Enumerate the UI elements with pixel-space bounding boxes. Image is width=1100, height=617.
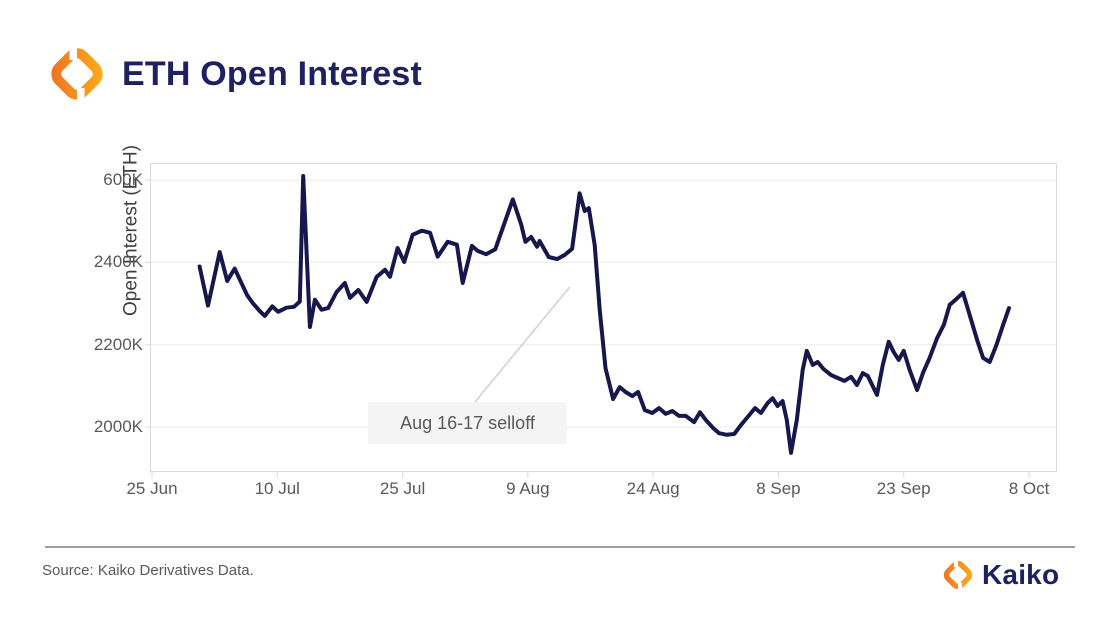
y-tick-label: 600K [103, 170, 143, 190]
y-tick-label: 2400K [93, 252, 143, 272]
x-tick-label: 8 Sep [756, 479, 801, 498]
header: ETH Open Interest [48, 42, 422, 106]
kaiko-logo-icon [943, 559, 973, 591]
x-tick-label: 8 Oct [1008, 479, 1050, 498]
x-tick-label: 24 Aug [626, 479, 680, 498]
x-tick-label: 25 Jun [126, 479, 178, 498]
annotation-selloff: Aug 16-17 selloff [368, 402, 567, 444]
x-tick-label: 23 Sep [876, 479, 931, 498]
x-tick-label: 9 Aug [506, 479, 550, 498]
page-title: ETH Open Interest [122, 54, 423, 93]
x-tick-label: 10 Jul [254, 479, 300, 498]
footer-divider [45, 546, 1075, 548]
plot-border [150, 163, 1057, 472]
annotation-leader-line [474, 286, 571, 403]
footer-brand: Kaiko [942, 556, 1059, 594]
x-tick-label: 25 Jul [379, 479, 426, 498]
open-interest-line [197, 174, 1011, 455]
y-tick-label: 2000K [93, 417, 143, 436]
brand-wordmark: Kaiko [982, 559, 1060, 590]
kaiko-logo-icon [51, 45, 103, 103]
y-tick-label: 2200K [93, 334, 143, 354]
line-chart-plot-area [145, 163, 1057, 478]
source-note: Source: Kaiko Derivatives Data. [42, 562, 254, 579]
